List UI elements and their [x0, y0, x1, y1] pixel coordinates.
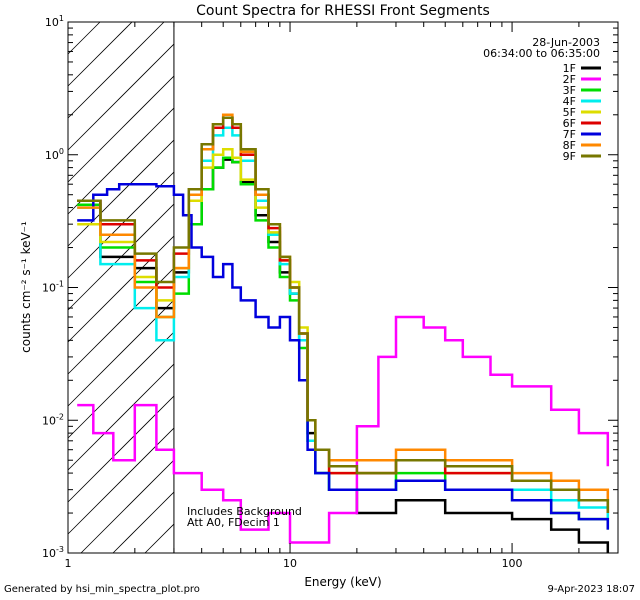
hatch-line — [67, 21, 133, 87]
x-tick-label: 10 — [283, 557, 297, 570]
series-line-2F — [77, 315, 610, 544]
excluded-region-hatch — [67, 21, 175, 554]
hatch-line — [67, 43, 175, 151]
series-line-6F — [77, 116, 610, 513]
background-annotation: Includes Background Att A0, FDecim 1 — [187, 505, 302, 529]
hatch-line — [67, 21, 101, 55]
legend-label-9F: 9F — [563, 150, 576, 163]
y-axis-label: counts cm⁻² s⁻¹ keV⁻¹ — [19, 221, 33, 353]
legend-label-3F: 3F — [563, 84, 576, 97]
x-tick-label: 100 — [502, 557, 523, 570]
legend-time-range: 06:34:00 to 06:35:00 — [483, 47, 600, 60]
legend-label-2F: 2F — [563, 73, 576, 86]
legend-label-6F: 6F — [563, 117, 576, 130]
y-tick-label: 10-3 — [42, 545, 64, 560]
hatch-line — [144, 523, 175, 554]
legend-label-8F: 8F — [563, 139, 576, 152]
footer-generated-by: Generated by hsi_min_spectra_plot.pro — [4, 584, 200, 595]
x-axis: 1 10 100 — [65, 22, 619, 570]
y-tick-label: 10-1 — [42, 280, 64, 295]
y-tick-label: 101 — [45, 14, 64, 29]
annotation-line-1: Includes Background — [187, 505, 302, 518]
legend-date: 28-Jun-2003 — [532, 36, 600, 49]
legend-label-4F: 4F — [563, 95, 576, 108]
chart-title: Count Spectra for RHESSI Front Segments — [196, 3, 490, 19]
legend-label-1F: 1F — [563, 62, 576, 75]
series-line-9F — [77, 116, 610, 513]
hatch-line — [67, 267, 175, 375]
x-tick-label: 1 — [65, 557, 72, 570]
series-layer — [77, 113, 610, 553]
hatch-line — [67, 139, 175, 247]
hatch-line — [67, 107, 175, 215]
footer-timestamp: 9-Apr-2023 18:07 — [547, 584, 635, 595]
legend: 28-Jun-2003 06:34:00 to 06:35:00 1F2F3F4… — [483, 36, 601, 163]
hatch-line — [80, 459, 175, 554]
hatch-line — [112, 491, 175, 554]
hatch-line — [67, 363, 175, 471]
hatch-line — [67, 427, 175, 535]
hatch-line — [67, 75, 175, 183]
legend-label-5F: 5F — [563, 106, 576, 119]
series-line-1F — [77, 158, 610, 553]
hatch-line — [67, 21, 165, 119]
annotation-line-2: Att A0, FDecim 1 — [187, 516, 280, 529]
series-line-7F — [77, 182, 610, 530]
y-tick-label: 100 — [45, 147, 64, 162]
legend-label-7F: 7F — [563, 128, 576, 141]
x-axis-label: Energy (keV) — [304, 575, 381, 589]
y-axis: 101 100 10-1 10-2 10-3 — [42, 14, 618, 560]
hatch-line — [67, 331, 175, 439]
hatch-line — [67, 235, 175, 343]
y-tick-label: 10-2 — [42, 412, 64, 427]
